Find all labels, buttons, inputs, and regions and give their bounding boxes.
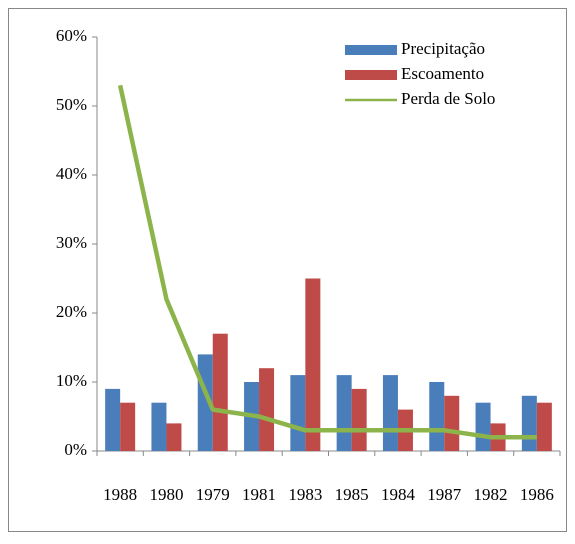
x-tick-label: 1980 bbox=[149, 485, 183, 504]
legend-label: Escoamento bbox=[401, 64, 484, 83]
bar bbox=[305, 278, 321, 451]
bar bbox=[290, 375, 306, 451]
y-tick-label: 50% bbox=[56, 95, 87, 114]
bar bbox=[444, 395, 460, 451]
x-tick-label: 1987 bbox=[427, 485, 462, 504]
bar bbox=[536, 402, 552, 451]
line bbox=[117, 84, 537, 440]
x-tick-label: 1984 bbox=[381, 485, 416, 504]
y-tick-label: 60% bbox=[56, 26, 87, 45]
x-tick-label: 1985 bbox=[335, 485, 369, 504]
legend-label: Precipitação bbox=[401, 39, 485, 58]
bar bbox=[521, 395, 537, 451]
bar bbox=[336, 375, 352, 451]
x-tick-label: 1982 bbox=[474, 485, 508, 504]
bar bbox=[259, 368, 275, 451]
chart-border bbox=[8, 8, 567, 532]
bar bbox=[351, 388, 367, 451]
legend-label: Perda de Solo bbox=[401, 89, 495, 108]
x-tick-label: 1986 bbox=[520, 485, 554, 504]
y-tick-label: 10% bbox=[56, 371, 87, 390]
y-tick-label: 20% bbox=[56, 302, 87, 321]
y-tick-label: 40% bbox=[56, 164, 87, 183]
bar bbox=[429, 382, 445, 451]
bar bbox=[166, 423, 182, 451]
legend-swatch bbox=[345, 70, 397, 80]
bar bbox=[382, 375, 398, 451]
legend-swatch bbox=[345, 45, 397, 55]
x-tick-label: 1983 bbox=[288, 485, 322, 504]
x-tick-label: 1979 bbox=[196, 485, 230, 504]
bar bbox=[105, 388, 121, 451]
y-tick-label: 30% bbox=[56, 233, 87, 252]
bar bbox=[475, 402, 491, 451]
bar bbox=[151, 402, 167, 451]
y-tick-label: 0% bbox=[64, 440, 87, 459]
bar bbox=[212, 333, 228, 451]
bar bbox=[120, 402, 136, 451]
x-tick-label: 1988 bbox=[103, 485, 137, 504]
x-tick-label: 1981 bbox=[242, 485, 276, 504]
